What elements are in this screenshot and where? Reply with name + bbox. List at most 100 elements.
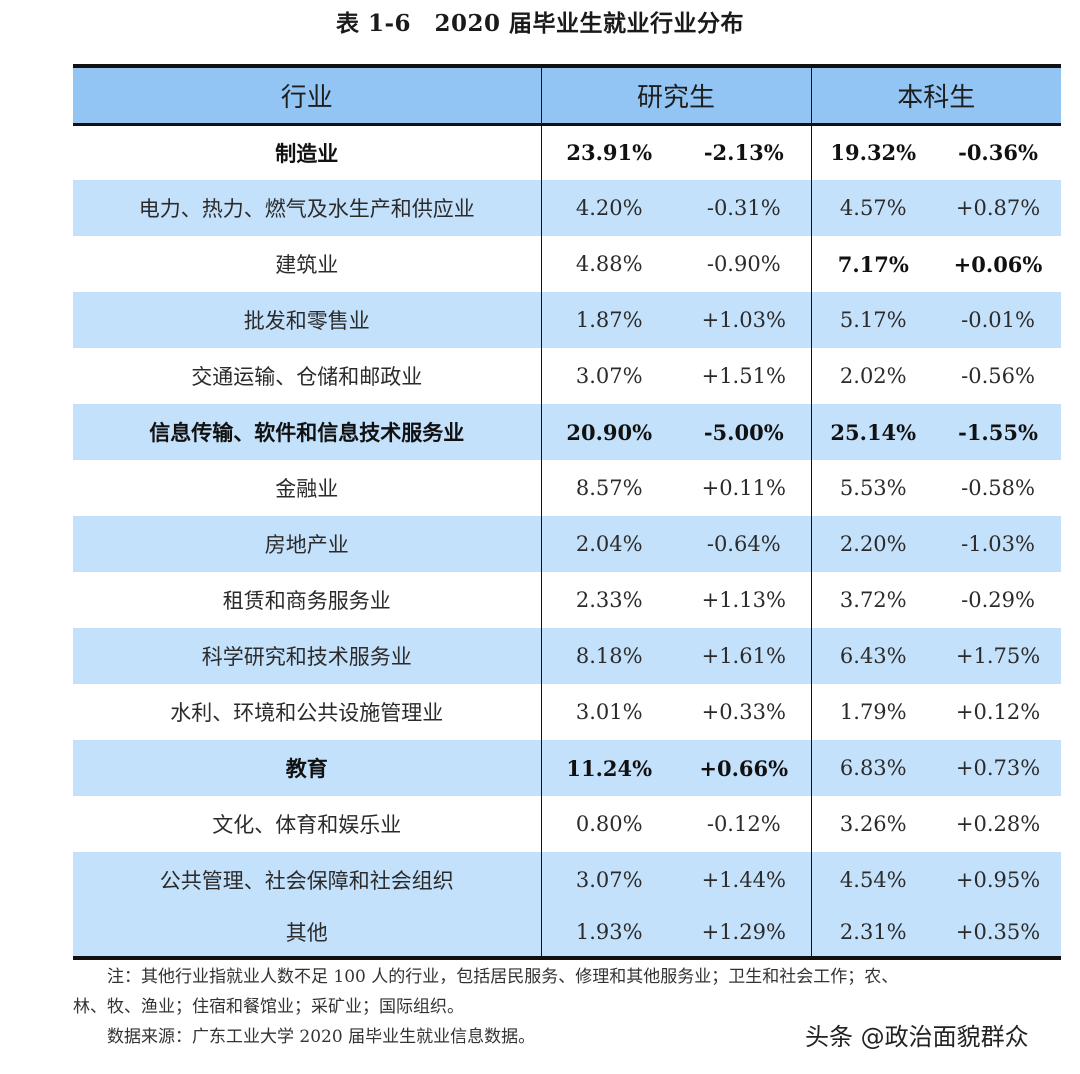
table-row: 水利、环境和公共设施管理业 3.01% +0.33% 1.79% +0.12% (73, 684, 1062, 740)
industry-cell: 批发和零售业 (243, 309, 370, 333)
industry-cell: 科学研究和技术服务业 (201, 645, 412, 669)
graduate-change-cell: -0.64% (706, 532, 781, 556)
graduate-change-cell: -2.13% (703, 140, 784, 166)
table-row: 电力、热力、燃气及水生产和供应业 4.20% -0.31% 4.57% +0.8… (73, 180, 1062, 236)
graduate-share-cell: 8.57% (540, 460, 677, 516)
graduate-change-cell: +1.29% (677, 908, 812, 960)
table-row: 批发和零售业 1.87% +1.03% 5.17% -0.01% (73, 292, 1062, 348)
industry-cell: 文化、体育和娱乐业 (212, 813, 402, 837)
graduate-share-cell: 2.33% (540, 572, 677, 628)
industry-cell: 金融业 (275, 477, 339, 501)
industry-cell: 租赁和商务服务业 (222, 589, 391, 613)
undergraduate-change-cell: +1.75% (955, 644, 1041, 668)
header-graduate: 研究生 (540, 64, 812, 126)
graduate-change-cell: +1.61% (701, 644, 786, 668)
undergraduate-change-cell: +0.06% (953, 251, 1043, 277)
graduate-change-cell: +0.11% (701, 476, 786, 500)
graduate-share-cell: 4.88% (540, 236, 677, 292)
industry-cell: 教育 (285, 756, 328, 781)
undergraduate-change-cell: -0.36% (958, 140, 1038, 166)
undergraduate-change-cell: -0.56% (961, 364, 1035, 388)
graduate-share-cell: 1.93% (540, 908, 677, 960)
graduate-share-cell: 1.87% (540, 292, 677, 348)
graduate-share-cell: 3.07% (540, 852, 677, 908)
industry-cell: 建筑业 (275, 253, 339, 277)
undergraduate-change-cell: +0.95% (955, 868, 1041, 892)
graduate-share-cell: 2.04% (540, 516, 677, 572)
undergraduate-change-cell: -0.01% (961, 308, 1035, 332)
undergraduate-share-cell: 3.26% (810, 796, 936, 852)
undergraduate-share-cell: 4.57% (810, 180, 936, 236)
graduate-share-cell: 8.18% (540, 628, 677, 684)
undergraduate-share-cell: 7.17% (810, 236, 936, 292)
header-row: 行业 研究生 本科生 (73, 64, 1062, 126)
table-row: 建筑业 4.88% -0.90% 7.17% +0.06% (73, 236, 1062, 292)
header-undergraduate: 本科生 (810, 64, 1062, 126)
graduate-change-cell: +0.66% (699, 755, 789, 781)
graduate-share-cell: 0.80% (540, 796, 677, 852)
table-row: 制造业 23.91% -2.13% 19.32% -0.36% (73, 124, 1062, 180)
graduate-share-cell: 23.91% (540, 124, 677, 180)
data-table: 行业 研究生 本科生 制造业 23.91% -2.13% 19.32% -0.3… (73, 64, 1062, 960)
undergraduate-change-cell: -1.03% (961, 532, 1035, 556)
table-row: 金融业 8.57% +0.11% 5.53% -0.58% (73, 460, 1062, 516)
undergraduate-share-cell: 6.43% (810, 628, 936, 684)
graduate-change-cell: +1.51% (701, 364, 786, 388)
industry-cell: 房地产业 (264, 533, 349, 557)
note-line-2: 林、牧、渔业；住宿和餐馆业；采矿业；国际组织。 (73, 997, 464, 1017)
undergraduate-share-cell: 25.14% (810, 404, 936, 460)
graduate-change-cell: +1.13% (701, 588, 786, 612)
undergraduate-share-cell: 2.02% (810, 348, 936, 404)
note-line-1: 注：其他行业指就业人数不足 100 人的行业，包括居民服务、修理和其他服务业；卫… (107, 967, 899, 987)
undergraduate-share-cell: 6.83% (810, 740, 936, 796)
undergraduate-change-cell: +0.35% (935, 908, 1062, 960)
graduate-share-cell: 20.90% (540, 404, 677, 460)
watermark: 头条 @政治面貌群众 (805, 1023, 1029, 1051)
table-row: 信息传输、软件和信息技术服务业 20.90% -5.00% 25.14% -1.… (73, 404, 1062, 460)
table-row: 租赁和商务服务业 2.33% +1.13% 3.72% -0.29% (73, 572, 1062, 628)
undergraduate-change-cell: +0.28% (955, 812, 1041, 836)
graduate-change-cell: -0.12% (706, 812, 781, 836)
graduate-change-cell: -0.90% (706, 252, 781, 276)
table-row: 其他 1.93% +1.29% 2.31% +0.35% (73, 908, 1062, 960)
undergraduate-share-cell: 19.32% (810, 124, 936, 180)
undergraduate-share-cell: 4.54% (810, 852, 936, 908)
table-notes: 注：其他行业指就业人数不足 100 人的行业，包括居民服务、修理和其他服务业；卫… (73, 962, 1063, 1052)
undergraduate-share-cell: 2.20% (810, 516, 936, 572)
undergraduate-share-cell: 5.53% (810, 460, 936, 516)
industry-cell: 水利、环境和公共设施管理业 (170, 701, 444, 725)
graduate-change-cell: +1.03% (701, 308, 786, 332)
header-industry: 行业 (73, 64, 541, 126)
industry-cell: 其他 (73, 908, 541, 960)
graduate-change-cell: -5.00% (703, 419, 784, 445)
undergraduate-share-cell: 1.79% (810, 684, 936, 740)
industry-distribution-table: 行业 研究生 本科生 制造业 23.91% -2.13% 19.32% -0.3… (73, 64, 1062, 960)
undergraduate-share-cell: 5.17% (810, 292, 936, 348)
table-title: 表 1-6 2020 届毕业生就业行业分布 (335, 10, 745, 37)
table-row: 教育 11.24% +0.66% 6.83% +0.73% (73, 740, 1062, 796)
table-row: 文化、体育和娱乐业 0.80% -0.12% 3.26% +0.28% (73, 796, 1062, 852)
table-row: 公共管理、社会保障和社会组织 3.07% +1.44% 4.54% +0.95% (73, 852, 1062, 908)
undergraduate-change-cell: +0.87% (955, 196, 1041, 220)
graduate-share-cell: 4.20% (540, 180, 677, 236)
industry-cell: 公共管理、社会保障和社会组织 (159, 869, 454, 893)
graduate-share-cell: 11.24% (540, 740, 677, 796)
graduate-share-cell: 3.07% (540, 348, 677, 404)
undergraduate-change-cell: +0.73% (955, 756, 1041, 780)
undergraduate-share-cell: 3.72% (810, 572, 936, 628)
industry-cell: 交通运输、仓储和邮政业 (191, 365, 423, 389)
undergraduate-share-cell: 2.31% (810, 908, 936, 960)
table-row: 科学研究和技术服务业 8.18% +1.61% 6.43% +1.75% (73, 628, 1062, 684)
undergraduate-change-cell: -0.58% (961, 476, 1035, 500)
table-row: 交通运输、仓储和邮政业 3.07% +1.51% 2.02% -0.56% (73, 348, 1062, 404)
industry-cell: 电力、热力、燃气及水生产和供应业 (138, 197, 475, 221)
undergraduate-change-cell: +0.12% (955, 700, 1041, 724)
industry-cell: 信息传输、软件和信息技术服务业 (149, 420, 465, 445)
graduate-change-cell: +1.44% (701, 868, 786, 892)
undergraduate-change-cell: -0.29% (961, 588, 1035, 612)
graduate-change-cell: +0.33% (701, 700, 786, 724)
data-source: 数据来源：广东工业大学 2020 届毕业生就业信息数据。 (107, 1027, 536, 1047)
graduate-change-cell: -0.31% (706, 196, 781, 220)
undergraduate-change-cell: -1.55% (958, 419, 1038, 445)
graduate-share-cell: 3.01% (540, 684, 677, 740)
